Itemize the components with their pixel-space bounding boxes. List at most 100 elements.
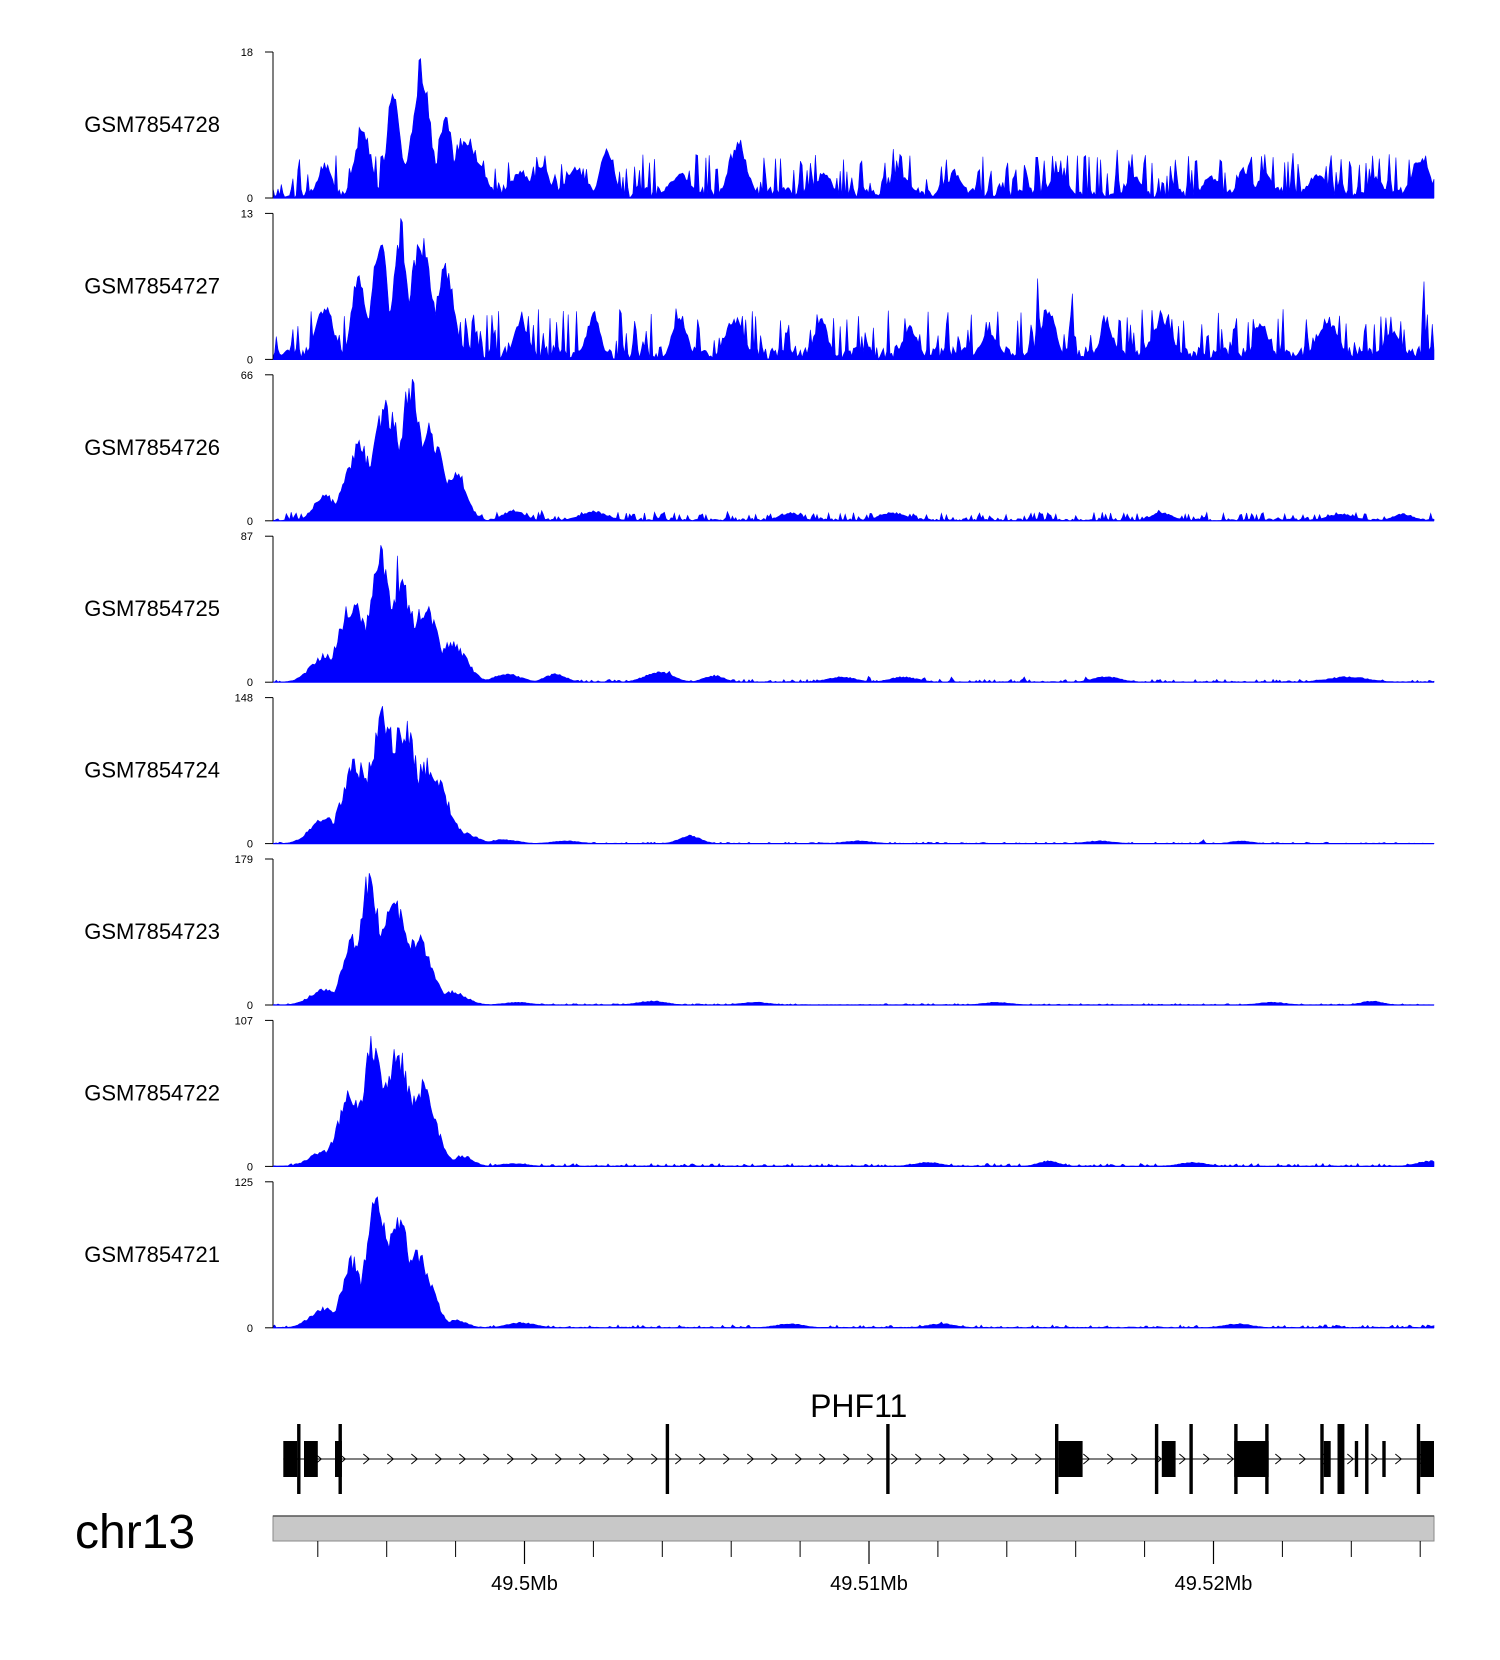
strand-arrow [867,1453,875,1465]
strand-arrow [987,1453,995,1465]
strand-arrow [603,1453,611,1465]
y-min-label: 0 [247,1323,253,1335]
y-min-label: 0 [247,193,253,205]
strand-arrow [819,1453,827,1465]
coverage-track: 125 0 GSM7854721 [84,1177,1435,1335]
coverage-area [272,545,1435,683]
coverage-area [272,378,1435,522]
coverage-area [272,873,1435,1006]
strand-arrow [675,1453,683,1465]
strand-arrow [1347,1453,1355,1465]
gene-exon [1265,1424,1269,1494]
strand-arrow [483,1453,491,1465]
strand-arrow [1275,1453,1283,1465]
gene-exon [1416,1424,1421,1494]
strand-arrow [891,1453,899,1465]
chromosome-label: chr13 [75,1506,195,1559]
gene-exon [297,1424,301,1494]
gene-exon [665,1424,670,1494]
gene-exon [1323,1441,1331,1477]
strand-arrow [1011,1453,1019,1465]
strand-arrow [1395,1453,1403,1465]
chromosome-ideogram [272,1515,1435,1542]
strand-arrow [723,1453,731,1465]
y-min-label: 0 [247,516,253,528]
y-min-label: 0 [247,1161,253,1173]
gene-exon [1154,1424,1159,1494]
gene-exon [1420,1441,1434,1477]
gene-exon [1058,1441,1083,1477]
strand-arrow [771,1453,779,1465]
strand-arrow [555,1453,563,1465]
coverage-track: 18 0 GSM7854728 [84,47,1435,205]
axis-tick-label: 49.52Mb [1175,1573,1253,1595]
y-max-label: 66 [241,370,253,382]
track-name-label: GSM7854727 [84,273,220,298]
track-name-label: GSM7854728 [84,112,220,137]
strand-arrow [387,1453,395,1465]
y-max-label: 87 [241,531,253,543]
track-name-label: GSM7854725 [84,596,220,621]
strand-arrow [1083,1453,1091,1465]
strand-arrow [747,1453,755,1465]
gene-track: PHF11 [283,1388,1434,1494]
gene-exon [304,1441,318,1477]
strand-arrow [459,1453,467,1465]
gene-exon [335,1441,342,1477]
gene-exon [1354,1441,1359,1477]
y-max-label: 148 [235,693,253,705]
y-max-label: 125 [235,1177,253,1189]
coverage-track: 66 0 GSM7854726 [84,370,1435,528]
track-name-label: GSM7854724 [84,758,220,783]
y-min-label: 0 [247,839,253,851]
coverage-tracks: 18 0 GSM7854728 13 0 GSM7854727 66 0 GSM7854726 8… [84,47,1435,1335]
strand-arrow [579,1453,587,1465]
gene-exon [1365,1424,1369,1494]
y-min-label: 0 [247,354,253,366]
coverage-track: 13 0 GSM7854727 [84,208,1435,366]
strand-arrow [1179,1453,1187,1465]
gene-exon [283,1441,298,1477]
y-max-label: 18 [241,47,253,59]
strand-arrow [1227,1453,1235,1465]
axis-tick-label: 49.5Mb [491,1573,558,1595]
gene-exon [1337,1424,1345,1494]
strand-arrow [699,1453,707,1465]
coverage-area [272,218,1435,361]
strand-arrow [963,1453,971,1465]
strand-arrow [1203,1453,1211,1465]
strand-arrow [531,1453,539,1465]
coverage-area [272,1196,1435,1329]
track-name-label: GSM7854723 [84,919,220,944]
gene-exon [1234,1424,1238,1494]
strand-arrow [795,1453,803,1465]
y-min-label: 0 [247,677,253,689]
strand-arrow [507,1453,515,1465]
strand-arrow [1107,1453,1115,1465]
strand-arrow [915,1453,923,1465]
gene-exon [1320,1424,1324,1494]
strand-arrow [1035,1453,1043,1465]
gene-exon [338,1424,342,1494]
coverage-track: 148 0 GSM7854724 [84,693,1435,851]
track-name-label: GSM7854721 [84,1242,220,1267]
strand-arrow [843,1453,851,1465]
coverage-area [272,58,1435,199]
gene-exon [1161,1441,1176,1477]
coverage-area [272,1035,1435,1167]
gene-exon [1055,1424,1059,1494]
gene-exon [886,1424,890,1494]
y-max-label: 107 [235,1015,253,1027]
strand-arrow [651,1453,659,1465]
strand-arrow [939,1453,947,1465]
gene-exon [1382,1441,1386,1477]
strand-arrow [435,1453,443,1465]
strand-arrow [1131,1453,1139,1465]
gene-exon [1234,1441,1269,1477]
strand-arrow [411,1453,419,1465]
genome-axis: chr13 49.5Mb 49.51Mb 49.52Mb [75,1506,1435,1595]
strand-arrow [1299,1453,1307,1465]
axis-tick-label: 49.51Mb [830,1573,908,1595]
strand-arrow [1371,1453,1379,1465]
